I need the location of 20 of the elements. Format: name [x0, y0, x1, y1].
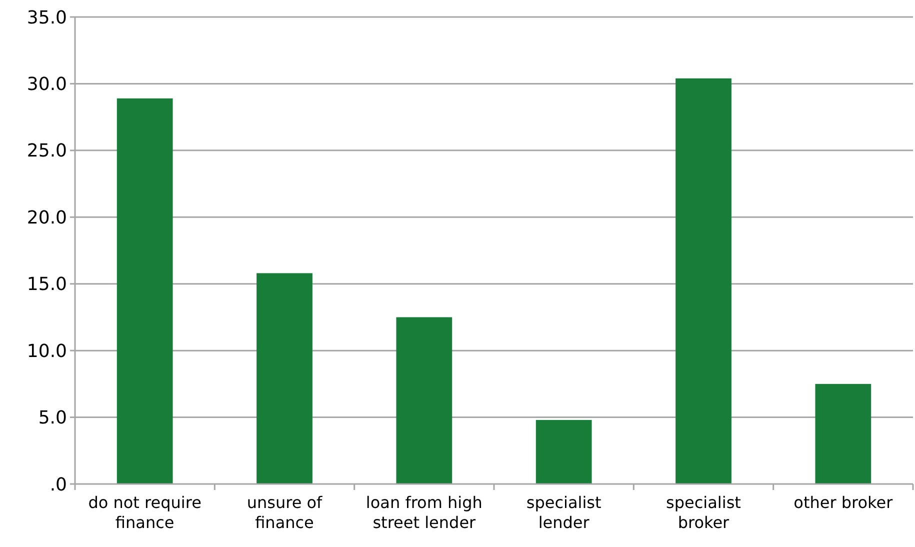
bar: [536, 420, 592, 484]
y-tick-label: .0: [50, 474, 67, 496]
y-tick-label: 5.0: [38, 408, 67, 429]
bar: [256, 273, 312, 484]
y-tick-label: 35.0: [26, 7, 67, 28]
y-tick-label: 15.0: [26, 274, 67, 296]
x-tick-label: unsure of finance: [246, 493, 323, 532]
bar: [815, 384, 872, 484]
bar: [396, 317, 452, 484]
x-tick-label: specialist lender: [526, 493, 602, 532]
y-tick-label: 10.0: [26, 340, 67, 362]
x-tick-label: specialist broker: [666, 493, 741, 532]
y-tick-label: 30.0: [26, 74, 67, 96]
bar: [116, 98, 173, 484]
x-tick-label: other broker: [794, 493, 894, 512]
bar: [676, 78, 732, 484]
x-tick-label: do not require finance: [88, 493, 202, 532]
y-tick-label: 20.0: [26, 207, 67, 228]
y-tick-label: 25.0: [26, 140, 67, 162]
x-tick-label: loan from high street lender: [366, 493, 482, 532]
